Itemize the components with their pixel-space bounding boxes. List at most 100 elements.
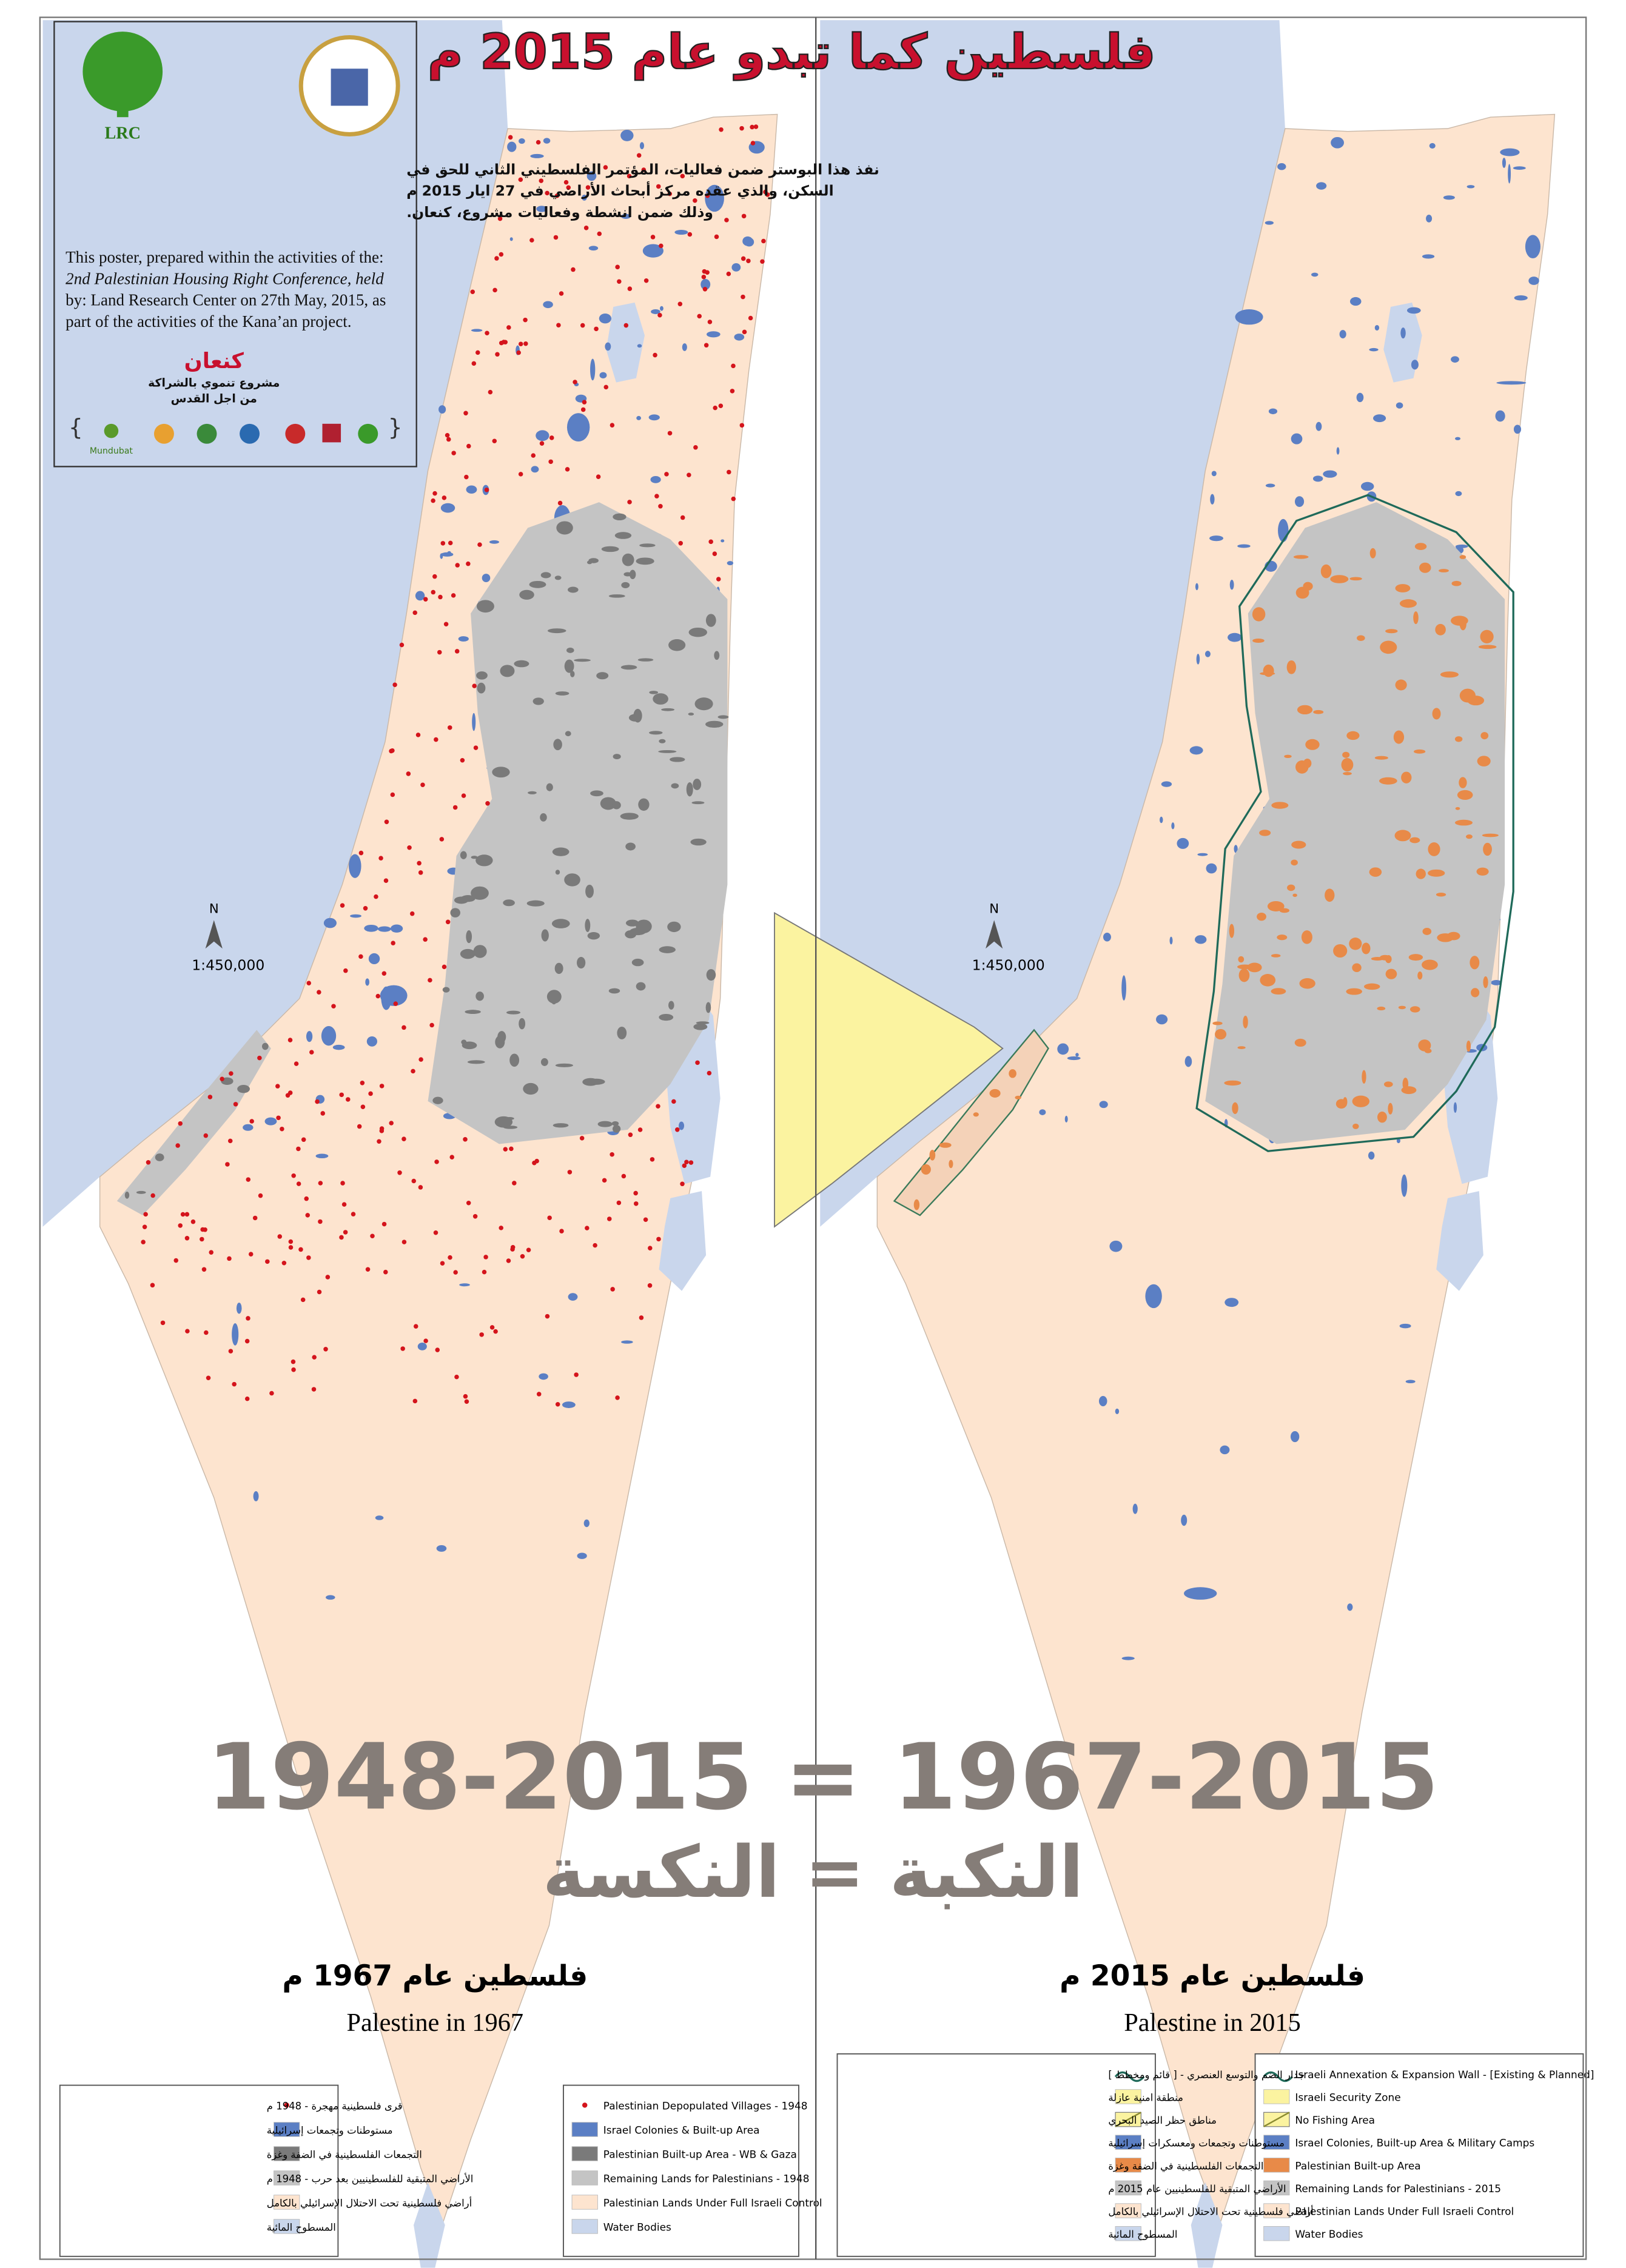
palestinian-built-up <box>1480 629 1494 643</box>
west-bank <box>1205 502 1505 1144</box>
palestinian-built-up <box>552 847 569 856</box>
depopulated-village <box>453 1270 458 1275</box>
depopulated-village <box>429 1022 434 1028</box>
depopulated-village <box>343 968 348 973</box>
palestinian-built-up <box>649 691 659 694</box>
colony-patch <box>742 236 753 246</box>
depopulated-village <box>603 165 608 170</box>
palestinian-built-up <box>540 813 547 822</box>
palestinian-built-up <box>1414 749 1426 754</box>
colony-patch <box>366 1036 377 1047</box>
colony-patch <box>1098 1395 1107 1406</box>
depopulated-village <box>200 1236 204 1242</box>
palestinian-built-up <box>1417 971 1423 980</box>
palestinian-built-up <box>585 919 591 932</box>
palestinian-built-up <box>623 572 632 577</box>
colony-patch <box>1401 1174 1408 1197</box>
palestinian-built-up <box>601 546 619 552</box>
depopulated-village <box>244 1396 250 1401</box>
palestinian-built-up <box>1352 1095 1370 1107</box>
depopulated-village <box>185 1329 190 1334</box>
depopulated-village <box>463 1394 468 1399</box>
palestinian-built-up <box>1428 842 1440 856</box>
depopulated-village <box>471 361 477 366</box>
palestinian-built-up <box>1357 635 1365 641</box>
palestinian-built-up <box>1447 931 1460 941</box>
depopulated-village <box>705 193 710 198</box>
depopulated-village <box>726 271 731 277</box>
palestinian-built-up <box>568 586 579 593</box>
depopulated-village <box>452 805 458 810</box>
depopulated-village <box>596 474 601 479</box>
palestinian-built-up <box>1267 901 1285 911</box>
depopulated-village <box>203 1133 209 1138</box>
depopulated-village <box>207 1095 213 1099</box>
depopulated-village <box>463 1137 468 1142</box>
map-title-english: Palestine in 1967 <box>346 2008 523 2037</box>
colony-patch <box>1160 816 1163 824</box>
palestinian-built-up <box>1247 962 1262 973</box>
palestinian-built-up <box>529 580 546 588</box>
brace: } <box>388 414 403 441</box>
palestinian-built-up <box>661 708 675 711</box>
colony-patch <box>1525 235 1540 259</box>
depopulated-village <box>306 981 311 985</box>
depopulated-village <box>204 1330 209 1335</box>
colony-patch <box>582 195 587 201</box>
colony-patch <box>1278 518 1289 542</box>
depopulated-village <box>499 252 504 257</box>
depopulated-village <box>597 231 602 237</box>
palestinian-built-up <box>460 851 467 859</box>
legend-swatch <box>1263 2158 1290 2173</box>
palestinian-built-up <box>1466 834 1473 839</box>
depopulated-village <box>746 258 751 263</box>
colony-patch <box>323 918 337 928</box>
colony-patch <box>1189 746 1203 755</box>
palestinian-built-up <box>1385 955 1392 964</box>
depopulated-village <box>418 1057 423 1062</box>
colony-patch <box>1225 1298 1239 1307</box>
palestinian-built-up <box>636 982 646 991</box>
colony-patch <box>1356 392 1364 403</box>
colony-patch <box>1316 182 1327 190</box>
colony-patch <box>1184 1056 1192 1067</box>
depopulated-village <box>383 1269 388 1275</box>
colony-patch <box>264 1117 277 1126</box>
palestinian-built-up <box>1277 934 1288 941</box>
colony-patch <box>1265 221 1274 225</box>
frame <box>39 16 1587 2260</box>
depopulated-village <box>557 500 563 506</box>
depopulated-village <box>448 725 452 730</box>
legend-label-english: Israeli Security Zone <box>1295 2091 1400 2103</box>
depopulated-village <box>627 173 632 179</box>
depopulated-village <box>423 597 428 602</box>
colony-patch <box>1161 781 1172 787</box>
colony-patch <box>1368 1151 1375 1160</box>
palestinian-built-up <box>1299 978 1315 989</box>
water-body <box>606 302 645 383</box>
palestinian-built-up <box>613 754 621 760</box>
depopulated-village <box>616 1200 622 1206</box>
depopulated-village <box>445 432 450 438</box>
palestinian-built-up <box>475 991 484 1001</box>
depopulated-village <box>451 593 456 598</box>
palestinian-built-up <box>1287 884 1295 891</box>
equation-arabic: النكبة = النكسة <box>542 1831 1083 1914</box>
depopulated-village <box>727 469 731 475</box>
legend-swatch <box>571 2122 598 2137</box>
depopulated-village <box>178 1223 183 1228</box>
colony-patch <box>636 415 642 420</box>
palestinian-built-up <box>1271 802 1289 809</box>
colony-patch <box>1228 632 1242 642</box>
palestinian-built-up <box>556 521 573 535</box>
depopulated-village <box>178 1121 183 1126</box>
legend-swatch <box>1115 2135 1141 2150</box>
colony-patch <box>509 237 513 241</box>
palestinian-built-up <box>705 720 724 728</box>
depopulated-village <box>460 757 465 763</box>
colony-patch <box>1209 535 1224 542</box>
colony-patch <box>306 1031 313 1042</box>
depopulated-village <box>150 1283 155 1288</box>
depopulated-village <box>446 437 451 442</box>
palestinian-built-up <box>554 575 562 580</box>
